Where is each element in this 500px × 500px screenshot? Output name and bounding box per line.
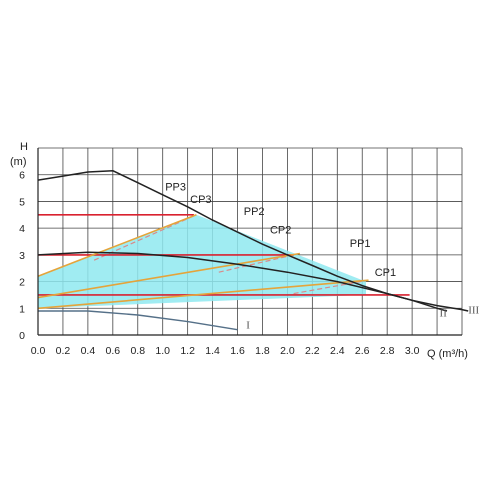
series-label-cp1: CP1 [375,267,396,279]
y-tick-label: 4 [19,223,25,235]
x-tick-label: 2.0 [280,345,295,357]
series-label-cp2: CP2 [270,224,291,236]
x-tick-label: 2.8 [380,345,395,357]
y-tick-label: 1 [19,303,25,315]
y-tick-label: 6 [19,170,25,182]
proportional-line-pp3 [37,214,197,277]
x-tick-label: 0.0 [31,345,46,357]
control-region-fill [38,214,366,309]
series-label-pp2: PP2 [244,206,265,218]
proportional-line-pp1 [37,279,369,310]
x-tick-label: 3.0 [405,345,420,357]
series-lines [37,169,469,331]
x-tick-label: 1.6 [230,345,245,357]
x-tick-label: 2.4 [330,345,345,357]
x-tick-label: 0.6 [106,345,121,357]
series-label-cp3: CP3 [190,194,211,206]
y-axis-title: H [20,141,28,153]
y-tick-label: 2 [19,277,25,289]
x-tick-label: 1.2 [180,345,195,357]
series-label-pp1: PP1 [350,238,371,250]
x-tick-label: 0.4 [81,345,96,357]
x-tick-label: 2.6 [355,345,370,357]
control-line-pp1 [293,279,369,295]
x-tick-label: 2.2 [305,345,320,357]
series-label-pp3: PP3 [165,182,186,194]
axes: 0.0 0.2 0.4 0.6 0.8 1.0 1.2 1.4 1.6 1.8 2.0 2.2 2.4 2… [19,148,462,357]
speed-curve-ii [37,251,448,312]
control-line-pp2 [218,254,294,273]
series-label-iii: III [468,305,479,317]
x-axis-title: Q (m³/h) [427,348,468,360]
x-tick-label: 0.8 [130,345,145,357]
x-tick-label: 0.2 [56,345,71,357]
control-region [38,214,366,309]
y-tick-label: 5 [19,196,25,208]
x-tick-label: 1.8 [255,345,270,357]
speed-curve-i [38,310,238,331]
x-tick-label: 1.4 [205,345,220,357]
proportional-line-pp2 [37,252,301,299]
x-tick-label: 1.0 [155,345,170,357]
series-label-i: I [246,319,250,331]
grid [37,147,463,336]
y-tick-label: 0 [19,330,25,342]
y-tick-label: 3 [19,250,25,262]
y-axis-unit: (m) [10,156,27,168]
series-label-ii: II [440,307,448,319]
